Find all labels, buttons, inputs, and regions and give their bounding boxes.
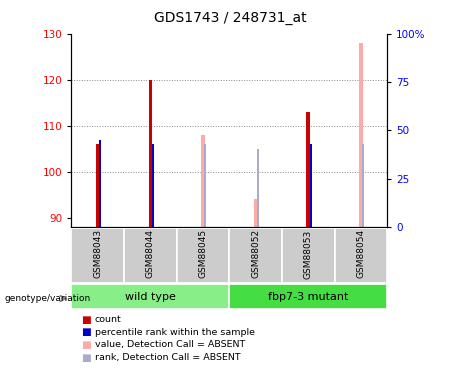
- Bar: [254, 199, 258, 227]
- Bar: [148, 80, 152, 227]
- Text: percentile rank within the sample: percentile rank within the sample: [95, 328, 254, 337]
- Text: fbp7-3 mutant: fbp7-3 mutant: [268, 292, 349, 302]
- Text: GSM88045: GSM88045: [199, 229, 207, 278]
- Bar: [335, 228, 387, 283]
- Bar: [229, 228, 282, 283]
- Text: count: count: [95, 315, 121, 324]
- Text: ■: ■: [81, 340, 90, 350]
- Bar: [177, 228, 229, 283]
- Bar: [124, 228, 177, 283]
- Bar: [359, 43, 363, 227]
- Text: ■: ■: [81, 315, 90, 324]
- Text: GDS1743 / 248731_at: GDS1743 / 248731_at: [154, 11, 307, 25]
- Text: GSM88053: GSM88053: [304, 229, 313, 279]
- Bar: [71, 284, 230, 309]
- Bar: [257, 149, 259, 227]
- Text: value, Detection Call = ABSENT: value, Detection Call = ABSENT: [95, 340, 245, 350]
- Text: GSM88044: GSM88044: [146, 229, 155, 278]
- Text: GSM88054: GSM88054: [356, 229, 366, 278]
- Bar: [204, 144, 207, 227]
- Text: ■: ■: [81, 327, 90, 337]
- Bar: [310, 144, 312, 227]
- Bar: [152, 144, 154, 227]
- Bar: [307, 112, 310, 227]
- Text: GSM88052: GSM88052: [251, 229, 260, 278]
- Text: wild type: wild type: [125, 292, 176, 302]
- Bar: [99, 140, 101, 227]
- Text: ■: ■: [81, 353, 90, 363]
- Bar: [201, 135, 205, 227]
- Text: rank, Detection Call = ABSENT: rank, Detection Call = ABSENT: [95, 353, 240, 362]
- Bar: [71, 228, 124, 283]
- Bar: [362, 144, 364, 227]
- Text: GSM88043: GSM88043: [93, 229, 102, 278]
- Bar: [96, 144, 100, 227]
- Text: genotype/variation: genotype/variation: [5, 294, 91, 303]
- Bar: [229, 284, 387, 309]
- Bar: [282, 228, 335, 283]
